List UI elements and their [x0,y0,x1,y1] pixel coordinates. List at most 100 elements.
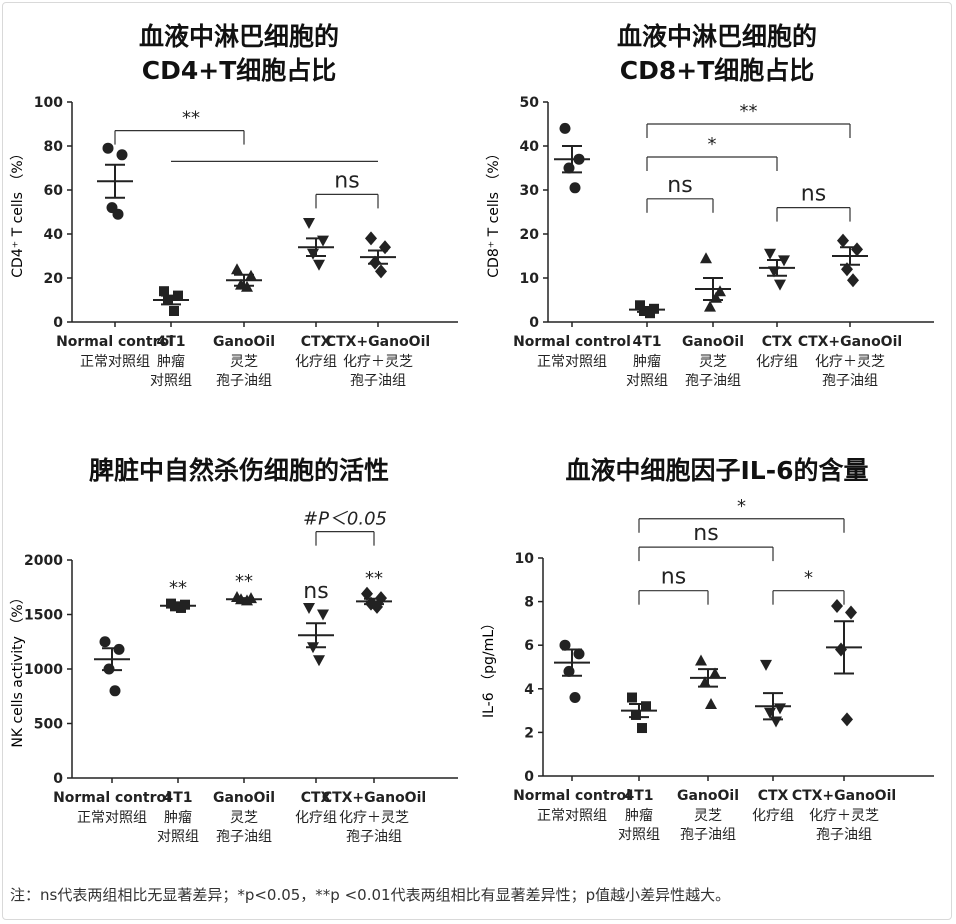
chart-title: 脾脏中自然杀伤细胞的活性 [0,454,478,488]
data-point-circle [102,142,114,154]
data-point-triangle-down [774,703,786,715]
category-sub-label: 灵芝 [230,354,258,370]
data-point-circle [116,149,128,161]
y-tick-label: 60 [44,183,64,199]
data-point-diamond [847,273,859,288]
y-tick-label: 6 [524,638,534,654]
y-tick-label: 500 [34,717,63,733]
chart-panel-nk: 脾脏中自然杀伤细胞的活性 0 500 1000 1500 2000 NK cells ac… [0,448,478,868]
data-point-triangle-down [303,218,315,229]
y-axis-label: CD8⁺ T cells （%） [486,146,502,277]
category-sub-label: 肿瘤 [633,353,661,370]
y-tick-label: 2000 [24,553,63,569]
category-label: CTX [301,790,332,806]
data-point-circle [559,639,571,651]
significance-label: * [708,134,717,155]
y-tick-label: 0 [53,315,63,331]
chart-title-line-1: 血液中淋巴细胞的 [616,22,817,51]
data-point-diamond [841,712,853,727]
chart-title: 血液中细胞因子IL-6的含量 [478,454,956,488]
category-label: Normal control [53,790,171,806]
category-label: CTX [762,334,793,350]
data-point-square [637,723,647,734]
data-point-diamond [361,586,373,601]
data-point-triangle-down [317,235,329,247]
y-tick-label: 10 [520,271,540,287]
data-point-triangle-up [709,667,721,679]
significance-label: * [804,568,813,589]
category-sub-label: 肿瘤 [164,809,192,826]
chart-svg: 0 10 20 30 40 50 CD8⁺ T cells （%） Normal contro… [486,95,934,389]
y-tick-label: 80 [44,139,64,155]
category-sub-label: 对照组 [626,373,668,389]
category-sub-label: 化疗组 [295,810,337,826]
category-label: CTX+GanoOil [322,790,426,806]
data-point-circle [569,692,581,704]
chart-svg: 0 2 4 6 8 10 IL-6 （pg/mL） Normal control 正常对照组 4T… [481,496,934,843]
data-point-diamond [835,642,847,657]
chart-panel-cd4: 血液中淋巴细胞的 CD4+T细胞占比 0 20 40 60 80 100 CD4⁺ T ce… [0,20,478,440]
category-label: 4T1 [163,790,192,806]
y-tick-label: 20 [520,227,540,243]
y-tick-label: 20 [44,271,64,287]
category-sub-label: 正常对照组 [537,808,607,824]
category-label: Normal control [513,334,631,350]
point-significance-label: ** [235,571,253,592]
data-point-circle [559,122,571,134]
category-label: 4T1 [624,788,653,804]
y-axis-label: CD4⁺ T cells （%） [10,146,26,277]
data-point-circle [113,643,125,655]
category-label: GanoOil [677,788,739,804]
category-sub-label: 化疗组 [295,354,337,370]
category-sub-label: 孢子油组 [216,829,272,845]
data-point-circle [573,648,585,660]
chart-svg: 0 500 1000 1500 2000 NK cells activity （%） Nor… [10,509,458,845]
data-point-diamond [851,242,863,257]
data-point-circle [112,208,124,220]
data-point-triangle-up [705,698,717,710]
category-sub-label: 化疗＋灵芝 [815,354,885,370]
chart-svg: 0 20 40 60 80 100 CD4⁺ T cells （%） Normal contr… [10,95,458,389]
y-tick-label: 2 [524,725,534,741]
data-point-square [645,308,655,319]
data-point-triangle-up [695,654,707,666]
data-point-triangle-down [313,259,325,271]
y-tick-label: 40 [520,139,540,155]
category-label: GanoOil [213,790,275,806]
category-sub-label: 对照组 [150,373,192,389]
y-axis-label: NK cells activity （%） [10,590,26,747]
data-point-circle [569,182,581,194]
data-point-diamond [837,233,849,248]
y-tick-label: 100 [34,95,63,111]
category-sub-label: 孢子油组 [216,373,272,389]
significance-label: ns [334,168,359,193]
category-sub-label: 对照组 [618,827,660,843]
significance-label: ns [693,521,718,546]
significance-label: ns [667,173,692,198]
category-sub-label: 化疗＋灵芝 [343,354,413,370]
category-sub-label: 对照组 [157,829,199,845]
chart-title: 血液中淋巴细胞的 CD4+T细胞占比 [0,20,478,88]
category-label: Normal control [56,334,174,350]
point-significance-label: ** [365,568,383,589]
category-sub-label: 孢子油组 [346,829,402,845]
data-point-triangle-down [303,602,315,614]
category-sub-label: 化疗＋灵芝 [339,810,409,826]
y-tick-label: 1000 [24,662,63,678]
category-sub-label: 化疗＋灵芝 [809,808,879,824]
y-tick-label: 30 [520,183,540,199]
chart-title: 血液中淋巴细胞的 CD8+T细胞占比 [478,20,956,88]
data-point-diamond [365,231,377,246]
data-point-triangle-down [317,609,329,621]
category-label: CTX+GanoOil [798,334,902,350]
data-point-triangle-up [700,252,712,264]
category-sub-label: 肿瘤 [157,353,185,370]
data-point-square [169,306,179,316]
data-point-triangle-down [760,659,772,671]
category-sub-label: 化疗组 [752,808,794,824]
significance-label: ** [182,108,200,129]
category-label: CTX+GanoOil [326,334,430,350]
category-sub-label: 灵芝 [694,808,722,824]
data-point-triangle-down [764,248,776,260]
y-tick-label: 8 [524,595,534,611]
